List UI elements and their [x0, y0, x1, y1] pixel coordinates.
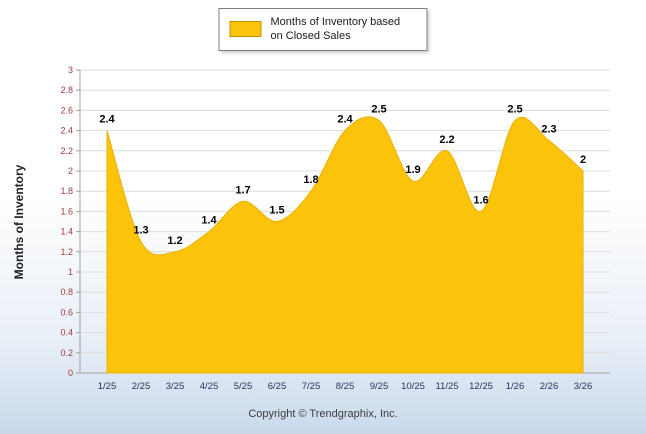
y-tick-label: 1.8 [60, 186, 73, 196]
point-label: 2.5 [507, 104, 522, 116]
point-label: 1.3 [133, 225, 148, 237]
y-tick-label: 0 [68, 368, 73, 378]
x-tick-label: 12/25 [469, 381, 493, 392]
x-tick-label: 7/25 [302, 381, 321, 392]
copyright: Copyright © Trendgraphix, Inc. [248, 408, 398, 420]
point-label: 1.4 [201, 215, 217, 227]
x-tick-label: 1/25 [98, 381, 117, 392]
y-tick-label: 2.2 [60, 146, 73, 156]
x-tick-label: 11/25 [435, 381, 458, 392]
x-tick-label: 6/25 [268, 381, 287, 392]
y-tick-label: 1 [68, 267, 73, 277]
y-tick-label: 0.6 [60, 307, 73, 317]
y-tick-label: 1.4 [60, 227, 73, 237]
point-label: 2 [580, 154, 586, 166]
x-tick-label: 9/25 [370, 381, 389, 392]
y-tick-label: 2 [68, 166, 73, 176]
y-tick-label: 2.6 [60, 105, 73, 115]
point-label: 2.2 [439, 134, 454, 146]
x-tick-label: 3/26 [574, 381, 593, 392]
point-label: 2.4 [99, 114, 115, 126]
y-tick-label: 2.8 [60, 85, 73, 95]
legend-label: Months of Inventory based on Closed Sale… [270, 16, 401, 43]
x-tick-label: 3/25 [166, 381, 185, 392]
legend: Months of Inventory based on Closed Sale… [218, 8, 428, 51]
point-label: 1.8 [303, 174, 318, 186]
point-label: 2.4 [337, 114, 353, 126]
point-label: 1.2 [167, 235, 182, 247]
x-tick-label: 10/25 [401, 381, 425, 392]
x-tick-label: 4/25 [200, 381, 219, 392]
x-tick-label: 2/25 [132, 381, 151, 392]
point-label: 1.9 [405, 164, 420, 176]
y-tick-label: 0.4 [60, 328, 73, 338]
x-tick-label: 2/26 [540, 381, 559, 392]
point-label: 2.3 [541, 124, 556, 136]
y-tick-label: 1.6 [60, 206, 73, 216]
y-tick-label: 3 [68, 65, 73, 75]
area-chart: 0 0.2 0.4 0.6 0.8 1 1.2 1.4 1.6 1.8 2 2.2 2.4 2.6 2.8 3… [60, 65, 610, 392]
point-label: 1.5 [269, 205, 284, 217]
point-label: 2.5 [371, 104, 386, 116]
point-label: 1.6 [473, 194, 488, 206]
y-tick-label: 2.4 [60, 126, 73, 136]
y-tick-label: 0.8 [60, 287, 73, 297]
legend-swatch [229, 21, 262, 38]
inventory-area [106, 116, 584, 374]
x-tick-label: 1/26 [506, 381, 525, 392]
y-tick-label: 0.2 [60, 348, 73, 358]
x-tick-label: 8/25 [336, 381, 355, 392]
point-label: 1.7 [235, 184, 250, 196]
y-tick-label: 1.2 [60, 247, 73, 257]
x-tick-label: 5/25 [234, 381, 253, 392]
